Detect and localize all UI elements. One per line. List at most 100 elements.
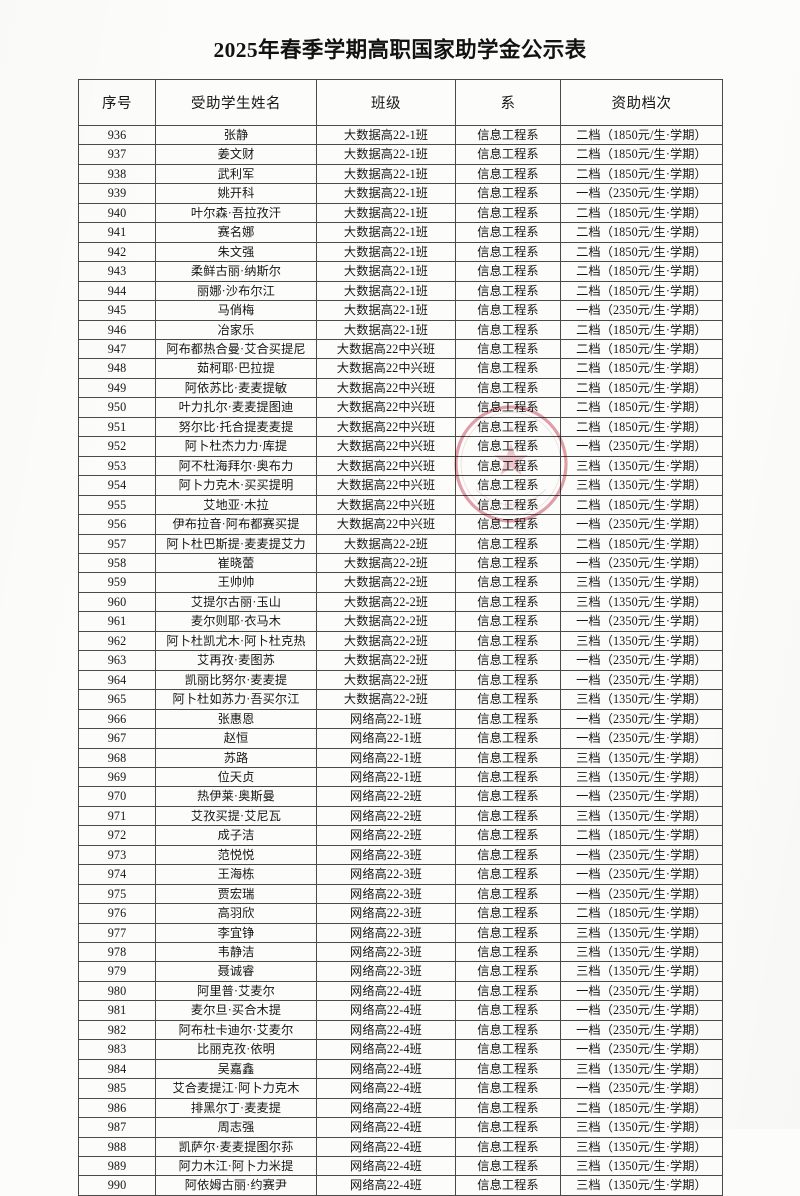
row-cell-class: 大数据高22-1班	[316, 300, 456, 321]
row-cell-no: 945	[78, 300, 156, 321]
row-cell-no: 960	[78, 591, 156, 613]
row-cell-dept: 信息工程系	[455, 397, 561, 418]
row-cell-tier: 二档（1850元/生·学期）	[560, 397, 723, 418]
row-cell-tier: 三档（1350元/生·学期）	[560, 689, 723, 710]
row-cell-class: 网络高22-1班	[316, 708, 456, 730]
row-cell-name: 王海栋	[155, 864, 317, 885]
row-cell-name: 姜文财	[155, 144, 317, 165]
row-cell-dept: 信息工程系	[455, 572, 561, 593]
row-cell-tier: 一档（2350元/生·学期）	[560, 650, 723, 671]
table-row: 939 姚开科 大数据高22-1班 信息工程系 一档（2350元/生·学期）	[78, 183, 723, 204]
row-cell-no: 981	[78, 1000, 156, 1021]
row-cell-class: 大数据高22-1班	[316, 241, 456, 263]
table-row: 943 柔鲜古丽·纳斯尔 大数据高22-1班 信息工程系 二档（1850元/生·学期）	[78, 261, 723, 282]
row-cell-name: 艾孜买提·艾尼瓦	[155, 805, 317, 827]
row-cell-name: 阿里普·艾麦尔	[155, 980, 317, 1002]
row-cell-class: 大数据高22-2班	[316, 630, 456, 652]
row-cell-name: 冶家乐	[155, 319, 317, 340]
row-cell-no: 986	[78, 1097, 156, 1119]
row-cell-tier: 一档（2350元/生·学期）	[560, 300, 723, 321]
row-cell-dept: 信息工程系	[455, 436, 561, 457]
row-cell-name: 热伊莱·奥斯曼	[155, 786, 317, 807]
table-row: 987 周志强 网络高22-4班 信息工程系 三档（1350元/生·学期）	[78, 1117, 723, 1138]
table-row: 975 贾宏瑞 网络高22-3班 信息工程系 一档（2350元/生·学期）	[78, 883, 723, 905]
row-cell-no: 956	[78, 514, 156, 535]
row-cell-dept: 信息工程系	[455, 903, 561, 924]
row-cell-name: 艾地亚·木拉	[155, 494, 317, 516]
row-cell-no: 939	[78, 183, 156, 204]
table-row: 964 凯丽比努尔·麦麦提 大数据高22-2班 信息工程系 一档（2350元/生·学期）	[78, 669, 723, 691]
row-cell-class: 大数据高22-2班	[316, 572, 456, 593]
row-cell-dept: 信息工程系	[455, 1117, 561, 1138]
table-row: 958 崔晓蕾 大数据高22-2班 信息工程系 一档（2350元/生·学期）	[78, 552, 723, 574]
table-row: 989 阿力木江·阿卜力米提 网络高22-4班 信息工程系 三档（1350元/生·学期）	[78, 1156, 723, 1177]
table-row: 956 伊布拉音·阿布都赛买提 大数据高22中兴班 信息工程系 一档（2350元/生·学…	[78, 514, 723, 535]
table-row: 940 叶尔森·吾拉孜汗 大数据高22-1班 信息工程系 二档（1850元/生·学期）	[78, 202, 723, 224]
row-cell-name: 李宜铮	[155, 922, 317, 944]
row-cell-class: 大数据高22中兴班	[316, 338, 456, 360]
column-header-tier: 资助档次	[560, 79, 723, 126]
row-cell-class: 网络高22-3班	[316, 922, 456, 944]
row-cell-no: 980	[78, 980, 156, 1002]
row-cell-class: 网络高22-4班	[316, 1175, 456, 1196]
row-cell-name: 范悦悦	[155, 844, 317, 866]
row-cell-dept: 信息工程系	[455, 883, 561, 905]
row-cell-tier: 二档（1850元/生·学期）	[560, 377, 723, 399]
row-cell-dept: 信息工程系	[455, 1175, 561, 1196]
row-cell-no: 944	[78, 280, 156, 302]
row-cell-class: 网络高22-4班	[316, 1058, 456, 1080]
table-row: 986 排黑尔丁·麦麦提 网络高22-4班 信息工程系 二档（1850元/生·学期）	[78, 1097, 723, 1119]
row-cell-name: 张静	[155, 124, 317, 146]
row-cell-class: 网络高22-4班	[316, 980, 456, 1002]
row-cell-name: 阿卜力克木·买买提明	[155, 475, 317, 496]
row-cell-tier: 一档（2350元/生·学期）	[560, 864, 723, 885]
row-cell-no: 968	[78, 747, 156, 768]
row-cell-name: 茹柯耶·巴拉提	[155, 358, 317, 379]
row-cell-tier: 二档（1850元/生·学期）	[560, 533, 723, 554]
row-cell-class: 网络高22-4班	[316, 1156, 456, 1177]
table-row: 981 麦尔旦·买合木提 网络高22-4班 信息工程系 一档（2350元/生·学期）	[78, 1000, 723, 1021]
row-cell-name: 麦尔则耶·衣马木	[155, 611, 317, 632]
row-cell-dept: 信息工程系	[455, 280, 561, 302]
row-cell-no: 941	[78, 222, 156, 243]
row-cell-no: 949	[78, 377, 156, 399]
row-cell-dept: 信息工程系	[455, 1097, 561, 1119]
row-cell-dept: 信息工程系	[455, 591, 561, 613]
row-cell-tier: 一档（2350元/生·学期）	[560, 1078, 723, 1099]
row-cell-no: 940	[78, 202, 156, 224]
row-cell-tier: 二档（1850元/生·学期）	[560, 144, 723, 165]
row-cell-no: 965	[78, 689, 156, 710]
row-cell-no: 958	[78, 552, 156, 574]
row-cell-dept: 信息工程系	[455, 728, 561, 749]
row-cell-name: 阿依苏比·麦麦提敏	[155, 377, 317, 399]
table-row: 962 阿卜杜凯尤木·阿卜杜克热 大数据高22-2班 信息工程系 三档（1350元/生·…	[78, 630, 723, 652]
row-cell-dept: 信息工程系	[455, 961, 561, 982]
row-cell-dept: 信息工程系	[455, 416, 561, 438]
row-cell-tier: 二档（1850元/生·学期）	[560, 222, 723, 243]
table-row: 980 阿里普·艾麦尔 网络高22-4班 信息工程系 一档（2350元/生·学期）	[78, 980, 723, 1002]
row-cell-tier: 二档（1850元/生·学期）	[560, 416, 723, 438]
row-cell-name: 麦尔旦·买合木提	[155, 1000, 317, 1021]
row-cell-class: 网络高22-3班	[316, 903, 456, 924]
row-cell-class: 网络高22-4班	[316, 1019, 456, 1041]
table-row: 965 阿卜杜如苏力·吾买尔江 大数据高22-2班 信息工程系 三档（1350元/生·学…	[78, 689, 723, 710]
row-cell-name: 伊布拉音·阿布都赛买提	[155, 514, 317, 535]
table-row: 974 王海栋 网络高22-3班 信息工程系 一档（2350元/生·学期）	[78, 864, 723, 885]
row-cell-name: 叶尔森·吾拉孜汗	[155, 202, 317, 224]
row-cell-dept: 信息工程系	[455, 183, 561, 204]
row-cell-class: 网络高22-4班	[316, 1097, 456, 1119]
row-cell-dept: 信息工程系	[455, 202, 561, 224]
table-row: 945 马俏梅 大数据高22-1班 信息工程系 一档（2350元/生·学期）	[78, 300, 723, 321]
row-cell-no: 990	[78, 1175, 156, 1196]
row-cell-dept: 信息工程系	[455, 338, 561, 360]
table-row: 979 聂诚睿 网络高22-3班 信息工程系 三档（1350元/生·学期）	[78, 961, 723, 982]
row-cell-class: 大数据高22-1班	[316, 222, 456, 243]
row-cell-tier: 三档（1350元/生·学期）	[560, 1136, 723, 1158]
row-cell-no: 942	[78, 241, 156, 263]
row-cell-name: 姚开科	[155, 183, 317, 204]
row-cell-name: 朱文强	[155, 241, 317, 263]
row-cell-no: 983	[78, 1039, 156, 1060]
row-cell-name: 阿布杜卡迪尔·艾麦尔	[155, 1019, 317, 1041]
row-cell-name: 阿卜杜杰力力·库提	[155, 436, 317, 457]
